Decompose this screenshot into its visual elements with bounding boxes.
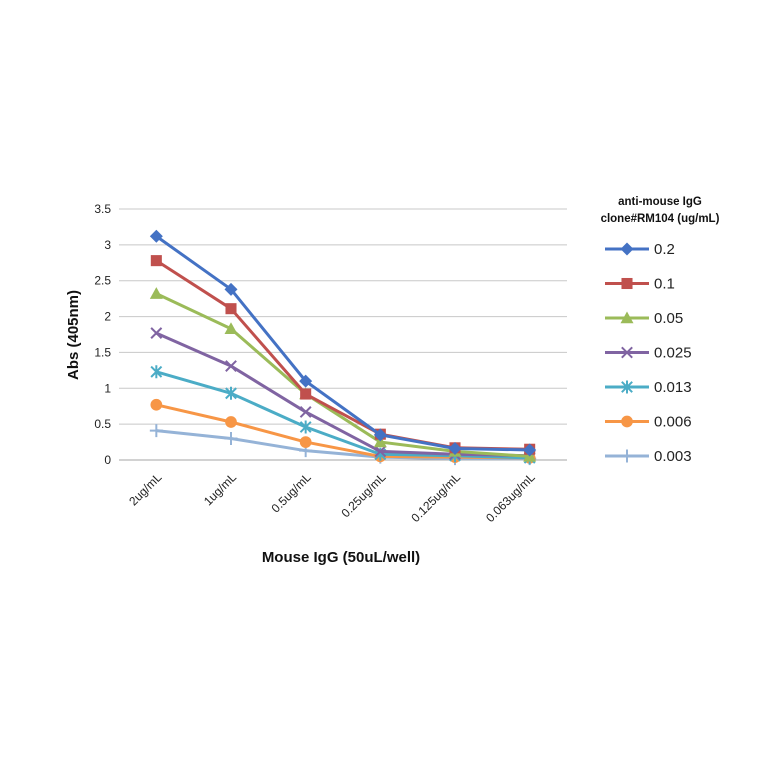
- marker-point: [150, 327, 163, 339]
- legend-label: 0.003: [654, 448, 692, 465]
- marker-point: [225, 303, 237, 315]
- legend-item-0.1: 0.1: [605, 276, 675, 293]
- marker-point: [620, 311, 634, 324]
- legend-item-0.006: 0.006: [605, 414, 692, 431]
- x-tick-label: 2ug/mL: [126, 470, 164, 508]
- legend: anti-mouse IgG clone#RM104 (ug/mL) 0.2 0.…: [601, 196, 720, 465]
- y-tick-label: 0: [104, 453, 111, 467]
- marker-point: [225, 360, 237, 372]
- marker-point: [373, 435, 387, 448]
- marker-point: [150, 255, 162, 267]
- marker-point: [621, 380, 633, 394]
- legend-label: 0.2: [654, 241, 675, 258]
- y-tick-label: 3: [104, 238, 111, 252]
- series-0.2: [149, 229, 537, 457]
- y-tick-label: 1.5: [94, 345, 111, 359]
- y-axis-title: Abs (405nm): [65, 290, 82, 380]
- legend-label: 0.05: [654, 310, 683, 327]
- legend-item-0.003: 0.003: [605, 448, 692, 465]
- series-line: [155, 370, 530, 460]
- marker-point: [621, 277, 633, 290]
- x-tick-labels: 2ug/mL 1ug/mL 0.5ug/mL 0.25ug/mL 0.125ug/mL 0…: [126, 470, 538, 525]
- legend-item-0.05: 0.05: [605, 310, 683, 327]
- series-line: [155, 331, 530, 458]
- legend-label: 0.006: [654, 414, 692, 431]
- marker-point: [149, 424, 163, 438]
- series-line: [155, 292, 530, 458]
- series-group: [149, 229, 537, 466]
- y-tick-label: 2.5: [94, 274, 111, 288]
- legend-title-line-2: clone#RM104 (ug/mL): [601, 213, 720, 225]
- y-tick-labels: 0 0.5 1 1.5 2 2.5 3 3.5: [94, 202, 111, 467]
- marker-point: [150, 365, 163, 379]
- marker-point: [149, 229, 163, 243]
- x-tick-label: 0.063ug/mL: [483, 470, 538, 525]
- series-line: [155, 235, 530, 452]
- marker-point: [300, 388, 312, 400]
- marker-point: [374, 445, 387, 458]
- x-tick-label: 0.5ug/mL: [269, 470, 315, 516]
- marker-point: [150, 398, 163, 411]
- marker-point: [299, 436, 312, 448]
- grid-lines: [119, 208, 567, 461]
- marker-point: [373, 428, 387, 442]
- legend-label: 0.1: [654, 276, 675, 293]
- marker-point: [299, 420, 312, 434]
- x-tick-label: 0.25ug/mL: [338, 470, 388, 520]
- marker-point: [621, 415, 633, 428]
- marker-point: [299, 406, 312, 418]
- marker-point: [621, 346, 633, 359]
- marker-point: [224, 322, 238, 334]
- marker-point: [149, 287, 163, 299]
- marker-point: [224, 282, 238, 296]
- y-tick-label: 0.5: [94, 417, 111, 431]
- y-tick-label: 3.5: [94, 202, 111, 216]
- y-tick-label: 2: [104, 310, 111, 324]
- series-line: [155, 259, 530, 451]
- legend-item-0.2: 0.2: [605, 241, 675, 258]
- x-axis-title: Mouse IgG (50uL/well): [262, 549, 420, 566]
- legend-item-0.025: 0.025: [605, 345, 692, 362]
- marker-point: [299, 374, 313, 388]
- marker-point: [225, 386, 237, 400]
- marker-point: [448, 442, 462, 456]
- y-tick-label: 1: [104, 381, 111, 395]
- marker-point: [620, 449, 634, 463]
- legend-title-line-1: anti-mouse IgG: [618, 196, 702, 208]
- legend-label: 0.013: [654, 379, 692, 396]
- marker-point: [224, 431, 238, 445]
- legend-label: 0.025: [654, 345, 692, 362]
- x-tick-label: 0.125ug/mL: [408, 470, 463, 525]
- legend-item-0.013: 0.013: [605, 379, 692, 396]
- marker-point: [523, 443, 537, 457]
- x-tick-label: 1ug/mL: [201, 470, 239, 508]
- marker-point: [620, 242, 634, 256]
- marker-point: [225, 416, 237, 428]
